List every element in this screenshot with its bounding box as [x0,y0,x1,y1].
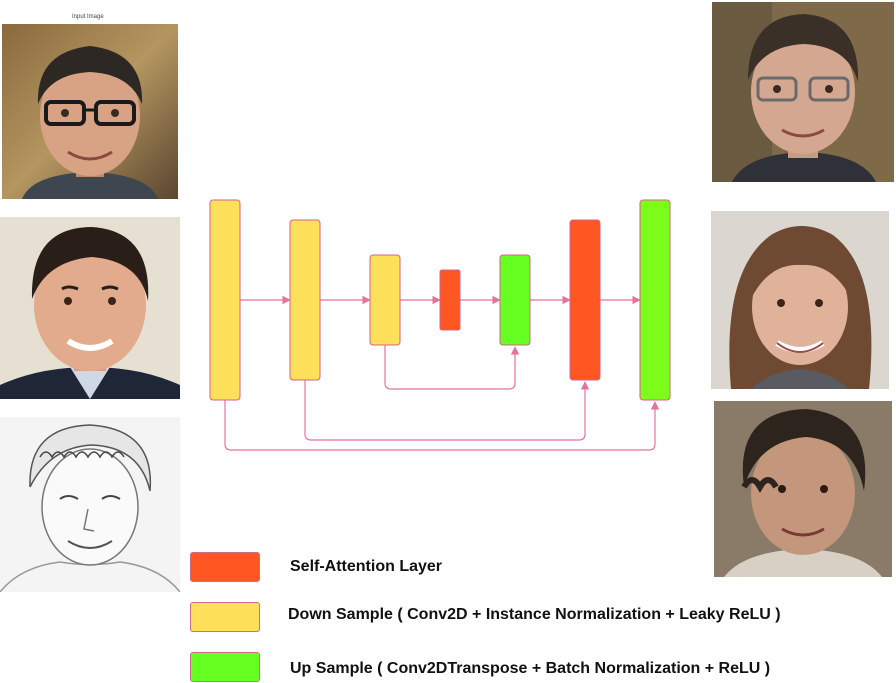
self-attention-bottleneck [439,269,461,331]
legend-label-self-attention: Self-Attention Layer [290,558,443,575]
face-photo-icon [2,24,178,199]
output-photo-1 [712,2,894,182]
skip-connection-down3-to-up1 [384,345,520,390]
skip-connections [224,345,660,451]
up-sample-block-1 [499,254,531,346]
sketch-face-icon [0,417,180,592]
input-photo-2 [0,217,180,399]
legend-swatch-up-sample [190,652,260,682]
legend-label-down-sample: Down Sample ( Conv2D + Instance Normaliz… [288,606,781,623]
down-sample-block-1 [209,199,241,401]
up-sample-block-2 [639,199,671,401]
input-caption: Input Image [72,14,104,20]
self-attention-block [569,219,601,381]
skip-connection-down2-to-attention2 [304,380,590,441]
face-photo-icon [714,401,892,577]
input-photo-3 [0,417,180,592]
legend-label-up-sample: Up Sample ( Conv2DTranspose + Batch Norm… [290,660,771,677]
down-sample-block-2 [289,219,321,381]
input-photo-1 [2,24,178,199]
output-photo-2 [711,211,889,389]
skip-connection-down1-to-up2 [224,400,660,451]
face-photo-icon [711,211,889,389]
output-photo-3 [714,401,892,577]
legend-swatch-self-attention [190,552,260,582]
network-blocks [209,199,671,401]
down-sample-block-3 [369,254,401,346]
face-photo-icon [0,217,180,399]
legend-swatch-down-sample [190,602,260,632]
face-photo-icon [712,2,894,182]
